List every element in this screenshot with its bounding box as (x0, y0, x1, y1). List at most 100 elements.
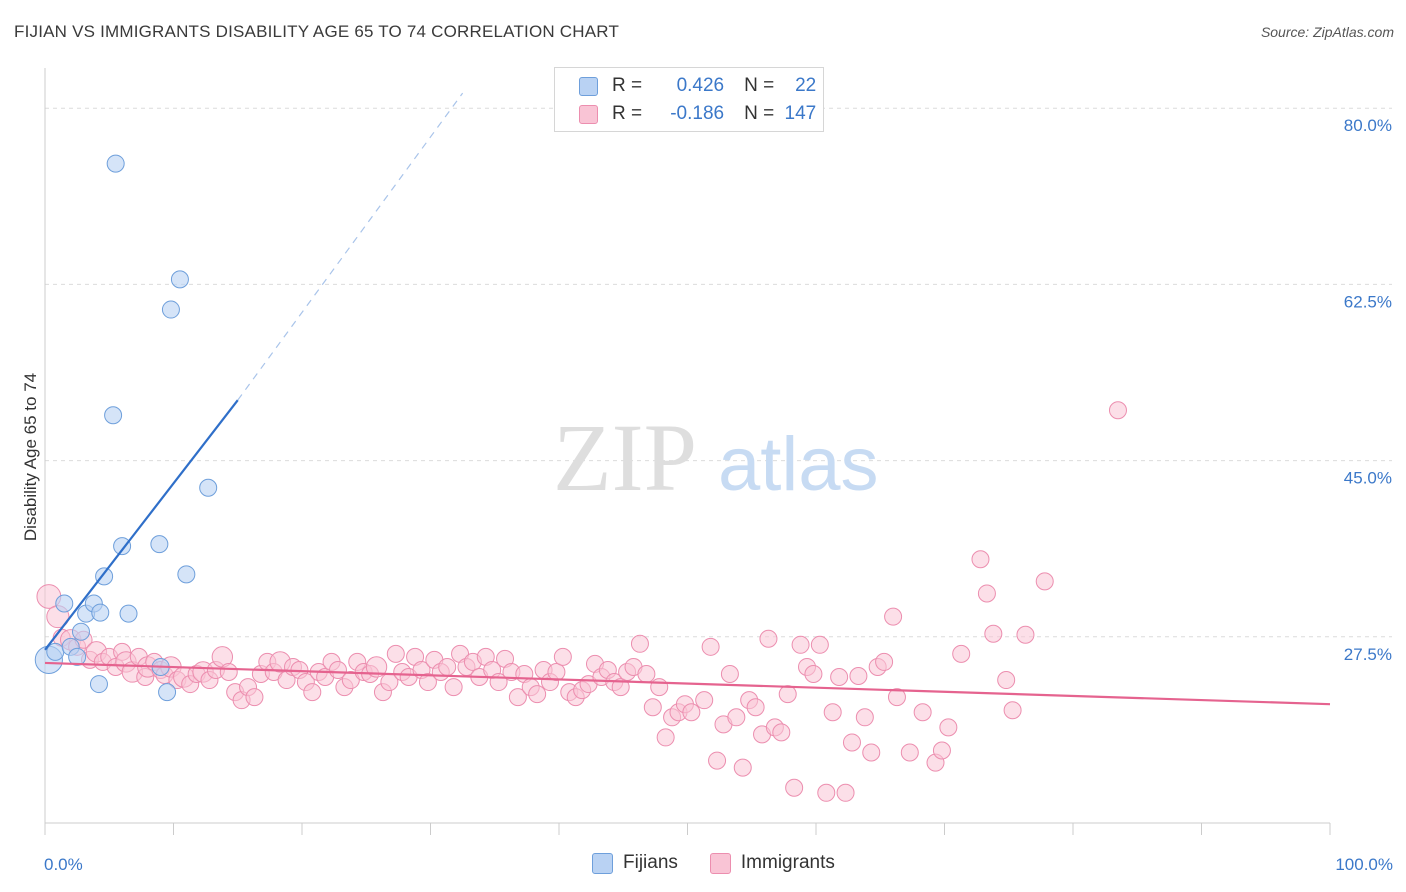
legend-row-fijians: R = 0.426 N = 22 (555, 73, 816, 99)
fijian-point (199, 478, 218, 497)
fijian-point (104, 406, 123, 425)
immigrant-point (444, 678, 463, 697)
trend-lines (44, 92, 1331, 706)
immigrant-point (862, 743, 881, 762)
fijians-points (34, 154, 218, 702)
immigrant-point (817, 783, 836, 802)
immigrant-point (804, 665, 823, 683)
x-tick-label: 100.0% (1335, 855, 1393, 874)
y-axis-label: Disability Age 65 to 74 (21, 373, 40, 541)
immigrant-point (528, 685, 547, 704)
fijian-point (119, 604, 138, 623)
legend-n-label: N = (744, 103, 775, 124)
y-tick-label: 80.0% (1344, 116, 1392, 135)
immigrant-point (418, 673, 437, 692)
series-legend: Fijians Immigrants (592, 852, 835, 874)
immigrant-point (701, 637, 720, 656)
immigrant-point (823, 703, 842, 722)
y-tick-label: 27.5% (1344, 645, 1392, 664)
legend-row-immigrants: R = -0.186 N = 147 (555, 101, 816, 127)
immigrant-point (984, 624, 1003, 643)
immigrant-point (971, 550, 990, 569)
fijian-point (71, 622, 90, 641)
immigrant-point (1016, 625, 1035, 644)
immigrant-point (219, 662, 238, 681)
immigrant-point (708, 751, 727, 770)
immigrant-point (791, 635, 810, 654)
immigrant-point (932, 741, 951, 760)
fijian-point (55, 594, 74, 613)
immigrant-point (977, 584, 996, 603)
grid-lines (45, 107, 1392, 638)
immigrant-point (855, 708, 874, 727)
immigrant-point (810, 635, 829, 654)
fijians-trend-extension (237, 92, 464, 401)
y-tick-labels: 27.5% 45.0% 62.5% 80.0% (1344, 116, 1392, 664)
fijians-trend-line (44, 399, 239, 651)
immigrants-swatch (709, 852, 731, 874)
legend-r-label: R = (612, 103, 643, 124)
immigrant-point (1003, 701, 1022, 720)
legend-r-label: R = (612, 75, 643, 96)
watermark-zip: ZIP (553, 404, 697, 511)
fijian-point (91, 603, 110, 622)
immigrant-point (884, 607, 903, 626)
y-tick-label: 45.0% (1344, 469, 1392, 488)
fijian-point (106, 154, 125, 173)
immigrant-point (695, 691, 714, 710)
axes (44, 68, 1331, 835)
immigrant-point (438, 657, 457, 676)
immigrant-point (952, 644, 971, 663)
immigrant-point (733, 758, 752, 777)
immigrant-point (630, 634, 649, 653)
immigrant-point (508, 688, 527, 707)
immigrant-point (830, 668, 849, 687)
immigrant-point (643, 698, 662, 717)
legend-fijians-r: 0.426 (676, 75, 725, 96)
immigrant-point (727, 708, 746, 727)
immigrant-point (303, 683, 322, 702)
fijian-point (150, 535, 169, 554)
immigrant-point (997, 671, 1016, 690)
immigrant-point (553, 647, 572, 666)
legend-swatch-immigrants (579, 104, 598, 124)
correlation-legend: R = 0.426 N = 22 R = -0.186 N = 147 (554, 67, 824, 132)
immigrant-point (547, 662, 566, 681)
fijian-point (68, 647, 87, 666)
x-tick-labels: 0.0% 100.0% (44, 855, 1393, 874)
immigrant-point (842, 733, 861, 752)
legend-n-label: N = (744, 75, 775, 96)
y-tick-label: 62.5% (1344, 292, 1392, 311)
fijian-point (177, 565, 196, 584)
immigrant-point (913, 703, 932, 722)
immigrant-point (637, 665, 656, 683)
immigrant-point (365, 656, 388, 678)
immigrant-point (720, 665, 739, 683)
immigrant-point (341, 671, 360, 690)
fijian-point (113, 537, 132, 556)
chart-source: Source: ZipAtlas.com (1260, 24, 1394, 40)
immigrant-point (849, 667, 868, 686)
legend-immigrants-r: -0.186 (670, 103, 725, 124)
immigrant-point (611, 678, 630, 697)
immigrant-point (386, 644, 405, 663)
immigrant-point (650, 678, 669, 697)
watermark-atlas: atlas (718, 422, 879, 507)
immigrant-point (656, 728, 675, 747)
immigrant-point (836, 783, 855, 802)
immigrant-point (778, 685, 797, 704)
immigrant-point (939, 718, 958, 737)
immigrant-point (900, 743, 919, 762)
immigrants-trend-line (44, 661, 1331, 706)
fijian-point (89, 675, 108, 694)
legend-fijians-label: Fijians (623, 852, 678, 873)
immigrant-point (785, 778, 804, 797)
legend-swatch-fijians (579, 76, 598, 96)
immigrant-point (759, 629, 778, 648)
immigrant-point (328, 660, 347, 679)
fijian-point (161, 300, 180, 319)
fijians-swatch (592, 852, 613, 874)
chart-title: FIJIAN VS IMMIGRANTS DISABILITY AGE 65 T… (14, 22, 620, 41)
x-tick-label: 0.0% (44, 855, 83, 874)
